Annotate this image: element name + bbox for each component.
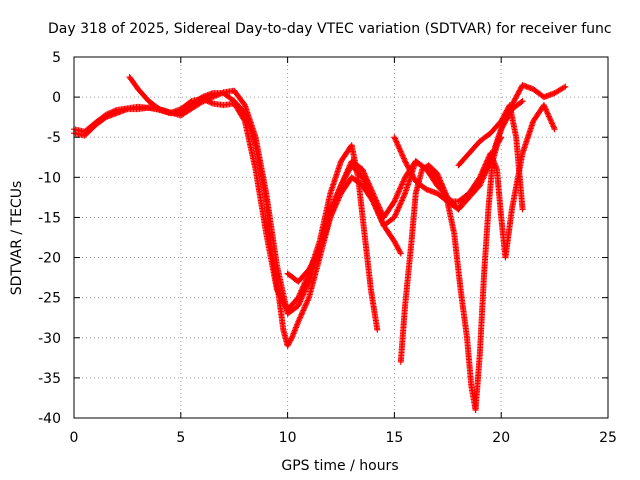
data-point (103, 111, 110, 118)
data-point (519, 206, 526, 213)
y-tick-label: 5 (52, 50, 61, 66)
data-point (201, 96, 208, 103)
data-point (560, 84, 567, 91)
data-marks (71, 74, 569, 413)
data-point (108, 109, 115, 116)
data-point (112, 107, 119, 114)
data-point (518, 99, 525, 106)
plot-frame (73, 56, 609, 419)
y-tick-label: -15 (38, 210, 61, 226)
data-point (109, 108, 116, 115)
series-track-1 (71, 90, 526, 349)
series-track-6 (284, 162, 404, 285)
data-point (104, 111, 111, 118)
series-track-5 (391, 102, 558, 261)
data-point (498, 134, 505, 141)
data-point (519, 98, 526, 105)
data-point (397, 249, 404, 256)
x-tick-label: 10 (279, 430, 297, 446)
data-point (107, 109, 114, 116)
data-point (204, 98, 211, 105)
x-tick-labels: 0 5 10 15 20 25 (70, 430, 617, 446)
series-track-2 (71, 82, 569, 317)
y-tick-label: -35 (38, 371, 61, 387)
data-point (205, 98, 212, 105)
data-point (241, 116, 248, 123)
series-track-3 (126, 74, 381, 333)
data-point (111, 108, 118, 115)
x-tick-label: 25 (599, 430, 617, 446)
x-tick-label: 20 (492, 430, 510, 446)
data-point (200, 96, 207, 103)
tick-marks (73, 56, 609, 419)
y-tick-labels: 5 0 -5 -10 -15 -20 -25 -30 -35 -40 (38, 50, 61, 427)
data-point (199, 95, 206, 102)
y-tick-label: -40 (38, 411, 61, 427)
y-tick-label: -5 (47, 130, 61, 146)
y-axis-label: SDTVAR / TECUs (9, 181, 25, 296)
data-point (240, 100, 247, 107)
series-track-7 (455, 102, 526, 213)
data-point (551, 126, 558, 133)
series-track-4 (397, 134, 505, 413)
y-tick-label: -10 (38, 170, 61, 186)
y-tick-label: -20 (38, 251, 61, 267)
data-point (203, 97, 210, 104)
x-tick-label: 0 (70, 430, 79, 446)
grid-lines (74, 57, 608, 418)
data-point (105, 110, 112, 117)
data-point (562, 83, 569, 90)
y-tick-label: -25 (38, 291, 61, 307)
data-point (397, 250, 404, 257)
data-point (288, 336, 295, 343)
data-point (374, 326, 381, 333)
data-point (497, 135, 504, 142)
chart-title: Day 318 of 2025, Sidereal Day-to-day VTE… (48, 21, 612, 37)
data-point (187, 99, 194, 106)
x-tick-label: 15 (385, 430, 403, 446)
data-point (208, 99, 215, 106)
y-tick-label: 0 (52, 90, 61, 106)
x-tick-label: 5 (176, 430, 185, 446)
y-tick-label: -30 (38, 331, 61, 347)
x-axis-label: GPS time / hours (281, 458, 398, 474)
data-point (207, 99, 214, 106)
data-point (315, 247, 322, 254)
